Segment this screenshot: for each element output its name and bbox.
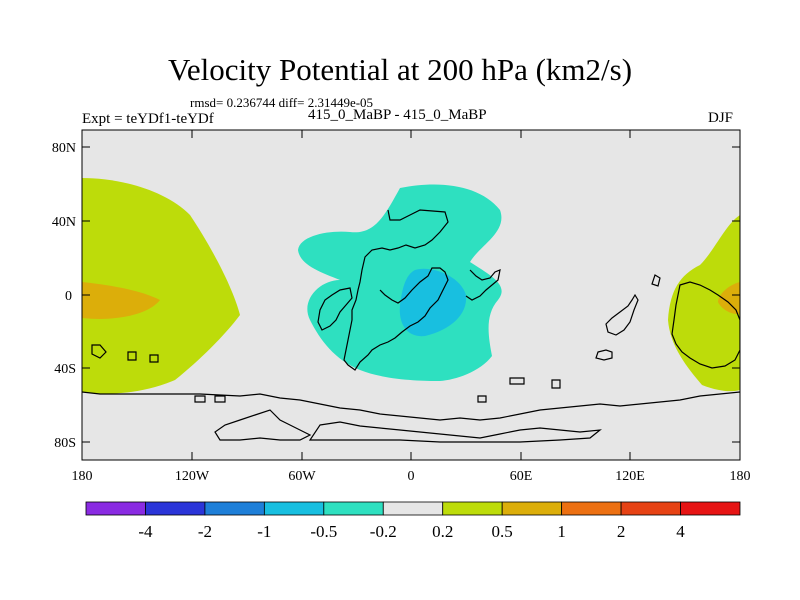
y-tick-label: 80N — [52, 141, 76, 156]
y-tick-label: 80S — [54, 436, 76, 451]
contour-region-pos2-west — [82, 282, 160, 319]
colorbar-swatch — [620, 501, 681, 516]
experiment-label: Expt = teYDf1-teYDf — [82, 111, 214, 127]
colorbar-label: -1 — [257, 522, 271, 541]
x-tick-label: 60W — [288, 469, 316, 484]
colorbar — [85, 501, 741, 516]
colorbar-label: -0.5 — [310, 522, 337, 541]
x-tick-label: 120E — [615, 469, 645, 484]
colorbar-label: 2 — [617, 522, 626, 541]
x-tick-label: 0 — [408, 469, 415, 484]
colorbar-label: 4 — [676, 522, 685, 541]
colorbar-swatch — [561, 501, 622, 516]
colorbar-label: -4 — [138, 522, 153, 541]
contour-region-pos-west — [82, 178, 240, 394]
colorbar-labels: -4 -2 -1 -0.5 -0.2 0.2 0.5 1 2 4 — [138, 522, 685, 541]
colorbar-swatch — [263, 501, 325, 516]
colorbar-swatch — [382, 501, 444, 516]
colorbar-swatch — [323, 501, 384, 516]
colorbar-label: 1 — [557, 522, 566, 541]
season-label: DJF — [708, 110, 734, 126]
y-tick-label: 0 — [65, 289, 72, 304]
contour-region-pos2-east — [718, 282, 740, 315]
colorbar-swatch — [145, 501, 206, 516]
colorbar-label: -0.2 — [370, 522, 397, 541]
colorbar-swatch — [680, 501, 741, 516]
y-tick-label: 40S — [54, 362, 76, 377]
x-tick-label: 60E — [510, 469, 533, 484]
coastlines — [82, 209, 740, 443]
y-tick-label: 40N — [52, 215, 76, 230]
y-axis — [82, 146, 740, 443]
x-tick-label: 180 — [72, 469, 93, 484]
colorbar-swatch — [501, 501, 563, 516]
contour-region-neg-africa — [298, 184, 502, 381]
x-tick-label: 120W — [175, 469, 210, 484]
chart-title: Velocity Potential at 200 hPa (km2/s) — [167, 52, 633, 87]
stats-line: rmsd= 0.236744 diff= 2.31449e-05 — [190, 95, 374, 110]
case-label: 415_0_MaBP - 415_0_MaBP — [308, 107, 487, 123]
colorbar-swatch — [85, 501, 146, 516]
contour-region-pos-east — [668, 215, 740, 392]
x-axis — [191, 130, 631, 460]
colorbar-swatch — [204, 501, 265, 516]
colorbar-label: 0.5 — [492, 522, 513, 541]
colorbar-label: -2 — [198, 522, 212, 541]
colorbar-label: 0.2 — [432, 522, 453, 541]
x-tick-label: 180 — [730, 469, 751, 484]
colorbar-swatch — [442, 501, 503, 516]
